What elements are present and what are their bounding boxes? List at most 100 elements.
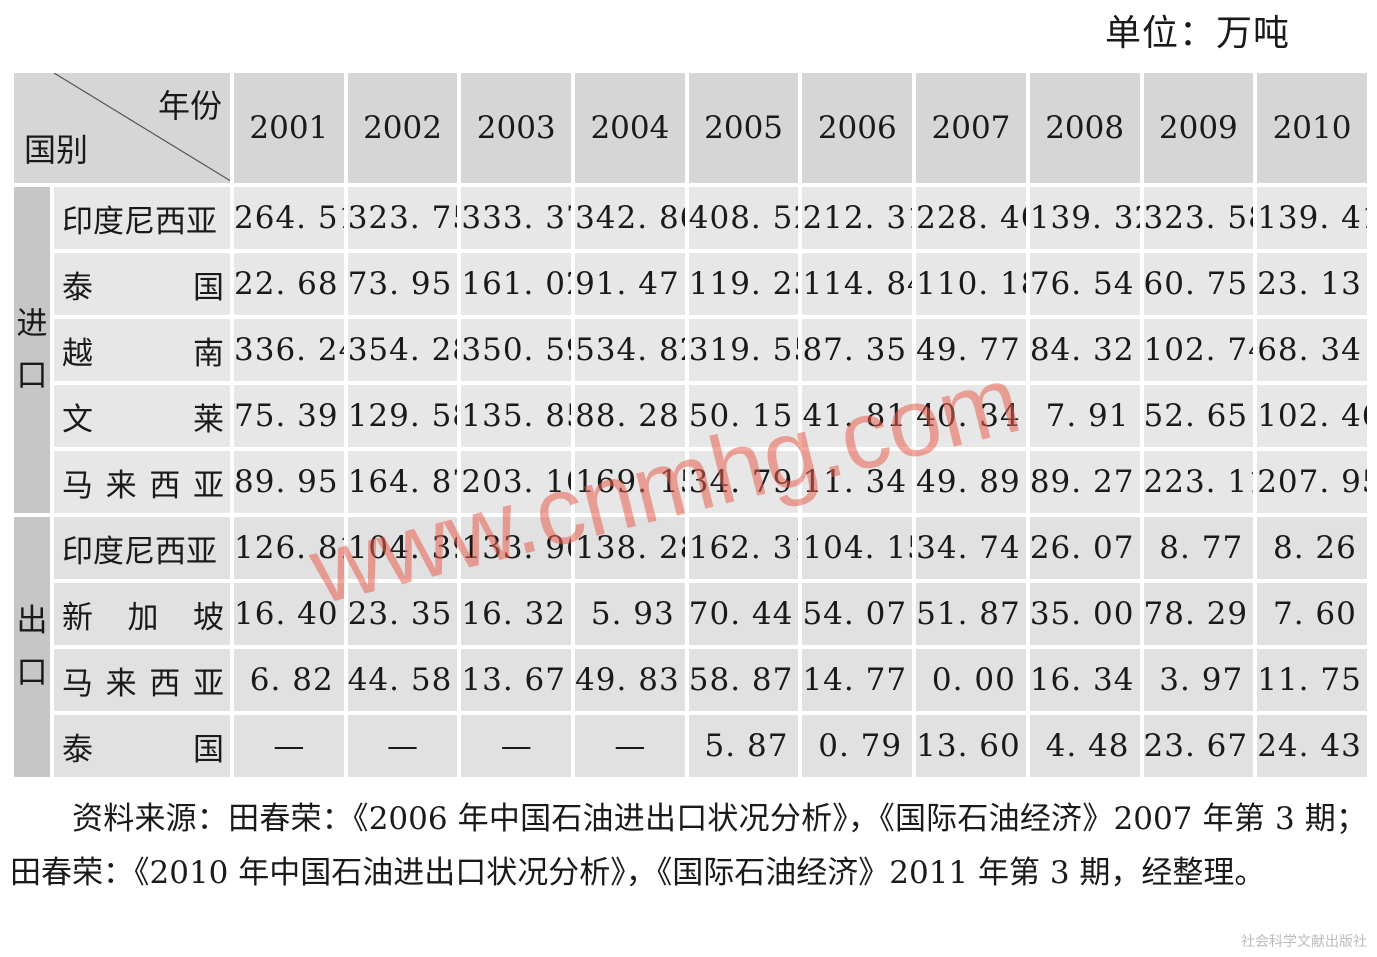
value-cell: 139. 32 xyxy=(1025,183,1144,253)
value-cell: 50. 15 xyxy=(684,381,803,451)
value-cell: 70. 44 xyxy=(684,579,803,649)
table-row: 新加坡 16. 40 23. 35 16. 32 5. 93 70. 44 54. 07 51… xyxy=(12,579,1371,649)
value-cell: 119. 23 xyxy=(684,249,803,319)
country-name-part: 马 xyxy=(62,665,93,702)
value-cell: 23. 35 xyxy=(343,579,462,649)
value-cell: 104. 15 xyxy=(798,513,917,583)
country-name-part: 莱 xyxy=(193,401,224,438)
source-note: 资料来源：田春荣：《2006 年中国石油进出口状况分析》，《国际石油经济》200… xyxy=(10,801,1367,891)
value-cell: 52. 65 xyxy=(1139,381,1258,451)
value-cell: 114. 84 xyxy=(798,249,917,319)
value-cell: 44. 58 xyxy=(343,645,462,715)
country-name-part: 文 xyxy=(62,401,93,438)
value-cell: 87. 35 xyxy=(798,315,917,385)
country-name-part: 坡 xyxy=(193,599,224,636)
value-cell: 68. 34 xyxy=(1253,315,1371,385)
value-cell: 11. 75 xyxy=(1253,645,1371,715)
value-cell: 16. 34 xyxy=(1025,645,1144,715)
year-header: 2005 xyxy=(684,69,803,187)
country-name-part: 亚 xyxy=(192,665,224,702)
value-cell: 0. 79 xyxy=(798,711,917,781)
value-cell: 23. 67 xyxy=(1139,711,1258,781)
value-cell: 126. 81 xyxy=(230,513,348,583)
publisher-mark: 社会科学文献出版社 xyxy=(1241,934,1367,950)
value-cell: 11. 34 xyxy=(798,447,917,517)
country-cell: 马来西亚 xyxy=(50,447,234,517)
value-cell: 161. 02 xyxy=(457,249,576,319)
country-cell: 印度尼西亚 xyxy=(50,183,234,253)
value-cell: 104. 39 xyxy=(343,513,462,583)
country-name-part: 来 xyxy=(105,467,137,504)
value-cell: 49. 83 xyxy=(571,645,689,715)
group-label-char: 口 xyxy=(16,655,48,691)
year-header: 2006 xyxy=(798,69,917,187)
value-cell: 5. 93 xyxy=(571,579,689,649)
value-cell: 51. 87 xyxy=(912,579,1030,649)
country-name-part: 西 xyxy=(149,467,181,504)
oil-trade-table: 年份 国别 2001 2002 2003 2004 2005 2006 2007 2008 20… xyxy=(10,69,1371,781)
value-cell: 78. 29 xyxy=(1139,579,1258,649)
value-cell: 16. 40 xyxy=(230,579,348,649)
country-name-part: 来 xyxy=(105,665,137,702)
country-name-part: 亚 xyxy=(192,467,224,504)
group-label-char: 口 xyxy=(16,358,48,394)
group-label-char: 出 xyxy=(16,603,48,639)
value-cell: 354. 28 xyxy=(343,315,462,385)
table-row: 马来西亚 6. 82 44. 58 13. 67 49. 83 58. 87 14. 77 0… xyxy=(12,645,1371,715)
value-cell: 34. 79 xyxy=(684,447,803,517)
value-cell: 84. 32 xyxy=(1025,315,1144,385)
corner-country-label: 国别 xyxy=(24,131,89,169)
value-cell: 76. 54 xyxy=(1025,249,1144,319)
import-group-label: 进口 xyxy=(10,183,54,517)
year-header: 2009 xyxy=(1139,69,1258,187)
country-cell: 泰国 xyxy=(50,249,234,319)
value-cell: 49. 89 xyxy=(912,447,1030,517)
value-cell: 54. 07 xyxy=(798,579,917,649)
value-cell: 7. 91 xyxy=(1025,381,1144,451)
export-group-label: 出口 xyxy=(10,513,54,781)
value-cell: — xyxy=(571,711,689,781)
value-cell: 13. 67 xyxy=(457,645,576,715)
value-cell: 0. 00 xyxy=(912,645,1030,715)
value-cell: 60. 75 xyxy=(1139,249,1258,319)
value-cell: 34. 74 xyxy=(912,513,1030,583)
value-cell: 6. 82 xyxy=(230,645,348,715)
value-cell: 212. 31 xyxy=(798,183,917,253)
country-cell: 泰国 xyxy=(50,711,234,781)
value-cell: 75. 39 xyxy=(230,381,348,451)
country-cell: 马来西亚 xyxy=(50,645,234,715)
value-cell: 162. 31 xyxy=(684,513,803,583)
value-cell: 319. 55 xyxy=(684,315,803,385)
value-cell: 350. 59 xyxy=(457,315,576,385)
value-cell: 207. 95 xyxy=(1253,447,1371,517)
value-cell: 342. 86 xyxy=(571,183,689,253)
value-cell: 408. 52 xyxy=(684,183,803,253)
value-cell: 5. 87 xyxy=(684,711,803,781)
value-cell: 102. 46 xyxy=(1253,381,1371,451)
year-header: 2003 xyxy=(457,69,576,187)
country-name-part: 印度尼西亚 xyxy=(62,203,217,240)
country-cell: 越南 xyxy=(50,315,234,385)
value-cell: — xyxy=(230,711,348,781)
value-cell: 49. 77 xyxy=(912,315,1030,385)
country-name-part: 南 xyxy=(193,335,224,372)
corner-year-label: 年份 xyxy=(157,87,222,125)
value-cell: 336. 24 xyxy=(230,315,348,385)
value-cell: 35. 00 xyxy=(1025,579,1144,649)
value-cell: 110. 18 xyxy=(912,249,1030,319)
value-cell: 135. 85 xyxy=(457,381,576,451)
value-cell: 22. 68 xyxy=(230,249,348,319)
value-cell: 89. 95 xyxy=(230,447,348,517)
value-cell: 89. 27 xyxy=(1025,447,1144,517)
country-name-part: 加 xyxy=(127,599,159,636)
value-cell: 203. 10 xyxy=(457,447,576,517)
header-row: 年份 国别 2001 2002 2003 2004 2005 2006 2007 2008 20… xyxy=(10,69,1371,187)
year-header: 2001 xyxy=(230,69,348,187)
value-cell: 4. 48 xyxy=(1025,711,1144,781)
country-name-part: 国 xyxy=(193,731,224,768)
value-cell: 26. 07 xyxy=(1025,513,1144,583)
